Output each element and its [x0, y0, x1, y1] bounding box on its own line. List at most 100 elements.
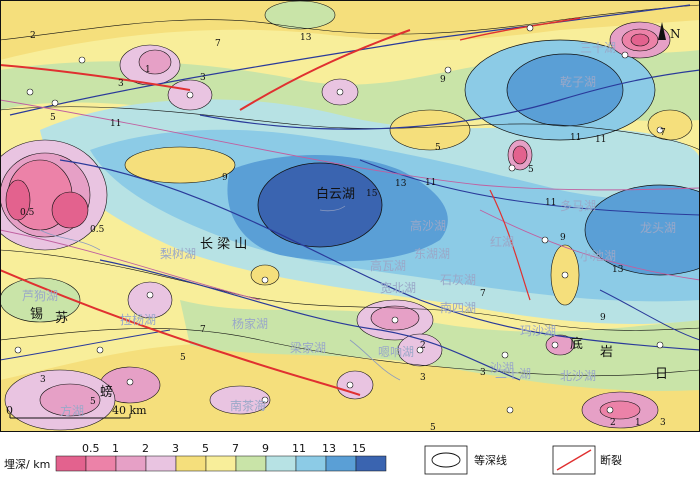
fault-3: [0, 269, 361, 396]
contour-value-label: 13: [300, 33, 312, 43]
contour-value-label: 9: [440, 75, 446, 85]
island-s: [250, 264, 280, 286]
legend-contour-label: 等深线: [474, 453, 507, 467]
legend-swatch: [55, 455, 87, 472]
contour-value-label: 11: [545, 198, 556, 208]
contour-value-label: 11: [425, 178, 436, 188]
place-label: 高瓦湖: [370, 258, 406, 273]
scale-bar: 0 40 km: [6, 404, 147, 419]
legend-swatch: [295, 455, 327, 472]
legend-fault-item: 断裂: [552, 445, 622, 475]
e-basin-15: [584, 184, 700, 276]
place-label: 岩: [600, 345, 613, 360]
place-label: 梨树湖: [160, 246, 196, 261]
place-label: 螃: [100, 384, 113, 400]
legend-swatch: [205, 455, 237, 472]
high-west-05b: [5, 179, 31, 221]
zone-5km-north: [0, 0, 700, 60]
place-label: 嗯响湖: [378, 344, 414, 359]
place-label: 白云湖: [316, 186, 355, 202]
contour-value-label: 7: [480, 289, 486, 299]
contour-value-label: 7: [215, 39, 221, 49]
high-se-1: [599, 400, 641, 420]
island-n-green: [264, 0, 336, 30]
contour-value-label: 11: [570, 133, 581, 143]
island-c-n: [389, 109, 471, 151]
fault-5: [489, 189, 531, 301]
legend-swatch: [145, 455, 177, 472]
contour-value-label: 11: [110, 119, 121, 129]
place-label: 北沙湖: [560, 368, 596, 383]
contour-value-label: 5: [528, 165, 534, 175]
contour-value-label: 5: [50, 113, 56, 123]
legend-swatch-label: 15: [352, 442, 366, 455]
contour-value-label: 0.5: [20, 208, 35, 218]
high-west-05: [51, 191, 89, 229]
legend-fault-label: 断裂: [600, 453, 622, 467]
place-label: 梁家湖: [290, 340, 326, 355]
blue-line-2: [59, 159, 700, 351]
high-c-e-05: [512, 145, 528, 165]
contour-value-label: 9: [222, 173, 228, 183]
contour-value-label: 13: [395, 179, 407, 189]
high-ne-05: [630, 33, 650, 47]
contour-value-label: 5: [430, 423, 436, 433]
high-sw-c2: [39, 383, 101, 417]
place-label: 苏: [55, 310, 68, 326]
zone-deepest-baiyun: [257, 162, 383, 248]
contour-value-label: 5: [90, 397, 96, 407]
contour-value-label: 1: [635, 418, 641, 428]
blue-line-1: [9, 4, 691, 116]
contour-value-label: 2: [610, 418, 616, 428]
fault-4: [459, 17, 581, 41]
place-label: 龙头湖: [640, 220, 676, 235]
high-sw-a: [127, 281, 173, 319]
contour-value-label: 5: [180, 353, 186, 363]
place-label: 杨家湖: [232, 316, 268, 331]
contour-value-label: 3: [660, 418, 666, 428]
legend-swatch: [265, 455, 297, 472]
legend-title: 埋深/ km: [4, 458, 50, 471]
place-label: 小池湖: [580, 248, 616, 263]
blue-line-6: [0, 329, 171, 361]
place-label: 长 梁 山: [200, 237, 247, 252]
contour-value-label: 3: [118, 79, 124, 89]
river-1: [39, 229, 101, 251]
place-label: 底: [570, 336, 583, 352]
high-se-b: [545, 334, 575, 356]
legend-swatch-label: 9: [262, 442, 269, 455]
place-label: 多马湖: [560, 198, 596, 213]
river-2: [349, 339, 401, 381]
north-label: N: [670, 27, 681, 41]
legend-swatch: [235, 455, 267, 472]
high-s-d: [336, 370, 374, 400]
island-w-green: [0, 277, 81, 323]
legend-swatch-label: 3: [172, 442, 179, 455]
high-s-e: [209, 385, 271, 415]
pink-line-2: [0, 229, 261, 301]
scale-end: 40 km: [112, 404, 147, 417]
fault-symbol-icon: [556, 449, 592, 471]
place-label: 拉杨湖: [120, 312, 156, 327]
contour-value-label: 2: [30, 31, 36, 41]
place-label: 南茶海: [230, 398, 266, 413]
legend-swatch-label: 5: [202, 442, 209, 455]
place-label: 三十湖: [580, 40, 616, 55]
isoline-d: [0, 4, 700, 41]
legend-swatch-label: 1: [112, 442, 119, 455]
contour-value-label: 2: [420, 341, 426, 351]
isoline-c: [0, 328, 700, 377]
ne-basin-15: [506, 53, 624, 127]
place-label: 锡: [30, 307, 43, 322]
fault-2: [239, 29, 411, 111]
contour-value-label: 3: [480, 368, 486, 378]
legend-swatch-label: 2: [142, 442, 149, 455]
legend-swatches: 0.5 1 2 3 5 7 9 11 13 15: [55, 442, 387, 472]
legend-swatch: [325, 455, 357, 472]
place-label: 南四湖: [440, 300, 476, 315]
contour-value-label: 9: [560, 233, 566, 243]
contour-value-label: 3: [200, 73, 206, 83]
